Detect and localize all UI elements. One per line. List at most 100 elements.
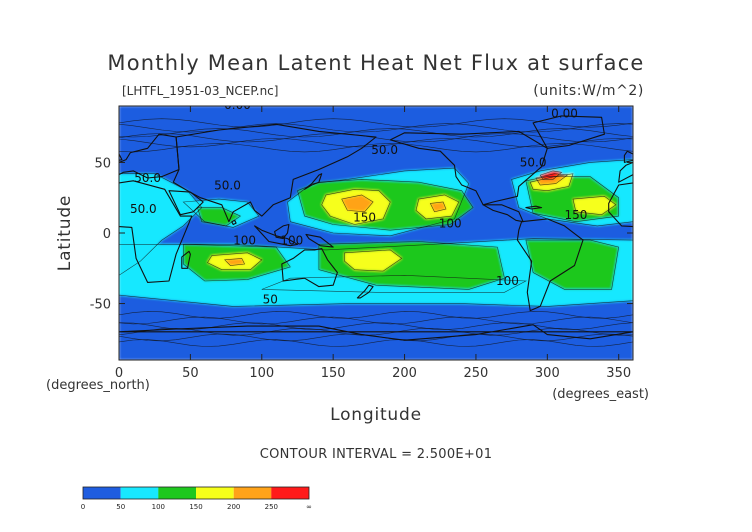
colorbar-swatch (233, 487, 272, 499)
coastline-india-sri-lanka (231, 219, 237, 226)
coastline-antarctica (119, 324, 633, 341)
contour-value-label: 0.00 (551, 106, 578, 120)
contour-line (429, 201, 447, 213)
coastline-new-guinea (305, 233, 334, 248)
contour-line (539, 170, 563, 180)
contour-fill (525, 240, 619, 290)
x-unit-label: (degrees_east) (552, 387, 649, 402)
colorbar-frame (82, 486, 310, 500)
colorbar-label: 150 (189, 503, 202, 511)
contour-value-label: 50 (263, 293, 278, 307)
colorbar-swatch (271, 487, 309, 499)
coastline-antarctica (632, 331, 633, 333)
contour-fill (341, 194, 374, 212)
coastline-greenland (532, 115, 605, 149)
colorbar-swatch (158, 487, 196, 499)
contour-value-label: 50.0 (371, 143, 398, 157)
contour-line (119, 339, 633, 347)
coastline-europe (618, 161, 633, 183)
contour-line (529, 173, 574, 192)
contour-line (119, 143, 633, 153)
x-axis-title: Longitude (330, 405, 422, 425)
contour-line (344, 249, 403, 272)
colorbar-label: 0 (81, 503, 85, 511)
contour-line (207, 252, 263, 271)
contour-line (119, 118, 633, 128)
x-tick-label: 250 (464, 366, 489, 381)
contour-line (119, 238, 633, 307)
contour-line (183, 243, 291, 282)
coastline-africa (608, 182, 633, 228)
contour-line (297, 179, 474, 231)
contour-line (287, 167, 470, 237)
coastline-africa (119, 180, 193, 283)
contour-line (119, 123, 633, 133)
contour-fill (540, 170, 562, 180)
coastline-uk (119, 153, 123, 161)
coastline-madagascar (181, 250, 191, 269)
contour-line (119, 133, 633, 143)
contour-line (119, 322, 633, 330)
axis-ticks: 0 50 100 150 200 250 300 350 50 0 -50 (90, 106, 633, 381)
x-tick-label: 0 (115, 366, 123, 381)
contour-line (261, 274, 528, 293)
contour-line (525, 239, 620, 290)
colorbar-label: 100 (152, 503, 165, 511)
contour-line (119, 138, 633, 148)
coastline-south-america (516, 218, 584, 312)
contour-value-label: 100 (496, 274, 519, 288)
contour-interval-text: CONTOUR INTERVAL = 2.500E+01 (260, 447, 493, 462)
coastline-arabia (168, 190, 204, 216)
coastline-uk (623, 150, 633, 163)
contour-line (321, 188, 391, 225)
contour-line (119, 311, 633, 319)
coastline-indonesia (254, 225, 299, 247)
x-tick-label: 100 (249, 366, 274, 381)
contour-fill (430, 202, 446, 212)
contour-value-label: 100 (233, 233, 256, 247)
contour-value-label: 150 (353, 211, 376, 225)
contour-line (224, 258, 246, 266)
y-unit-label: (degrees_north) (46, 378, 150, 393)
contour-line (318, 241, 505, 290)
file-label: [LHTFL_1951-03_NCEP.nc] (122, 84, 278, 98)
x-tick-label: 150 (321, 366, 346, 381)
contour-value-label: 100 (280, 233, 303, 247)
contour-value-label: 50.0 (134, 171, 161, 185)
contour-value-label: 50.0 (520, 156, 547, 170)
colorbar-swatch (83, 487, 121, 499)
colorbar-swatch (120, 487, 159, 499)
coastline-central-america (482, 204, 524, 223)
coastline-japan (304, 173, 323, 190)
chart-title: Monthly Mean Latent Heat Net Flux at sur… (107, 51, 644, 75)
colorbar-label: 200 (227, 503, 240, 511)
contour-line (182, 198, 260, 228)
coastline-borneo (274, 223, 290, 240)
contour-value-label: 50.0 (214, 178, 241, 192)
y-axis-title: Latitude (55, 195, 75, 271)
coastline-europe (119, 133, 180, 179)
contour-value-label: 150 (564, 208, 587, 222)
contour-value-label: 50.0 (130, 202, 157, 216)
y-tick-label: 0 (103, 227, 111, 242)
colorbar: 0 50 100 150 200 250 ∞ (81, 486, 312, 511)
x-tick-label: 300 (535, 366, 560, 381)
coastline-north-america (389, 130, 548, 206)
contour-line (511, 159, 633, 227)
plot-area: 0.00 0.00 50.0 50.0 50.0 50.0 50.0 150 150 100 100… (119, 98, 633, 360)
coastline-australia (281, 247, 338, 288)
y-tick-label: -50 (90, 298, 111, 313)
contour-line (341, 194, 374, 213)
x-tick-label: 350 (606, 366, 631, 381)
y-tick-label: 50 (94, 156, 111, 171)
x-tick-label: 200 (392, 366, 417, 381)
contour-fill (573, 196, 616, 215)
contour-value-label: 0.00 (224, 98, 251, 112)
colorbar-label: 250 (265, 503, 278, 511)
colorbar-label: ∞ (306, 503, 312, 511)
coastline-caribbean (525, 205, 543, 210)
contour-line (119, 173, 203, 276)
contour-fill (197, 207, 241, 226)
contour-value-label: 100 (439, 216, 462, 230)
